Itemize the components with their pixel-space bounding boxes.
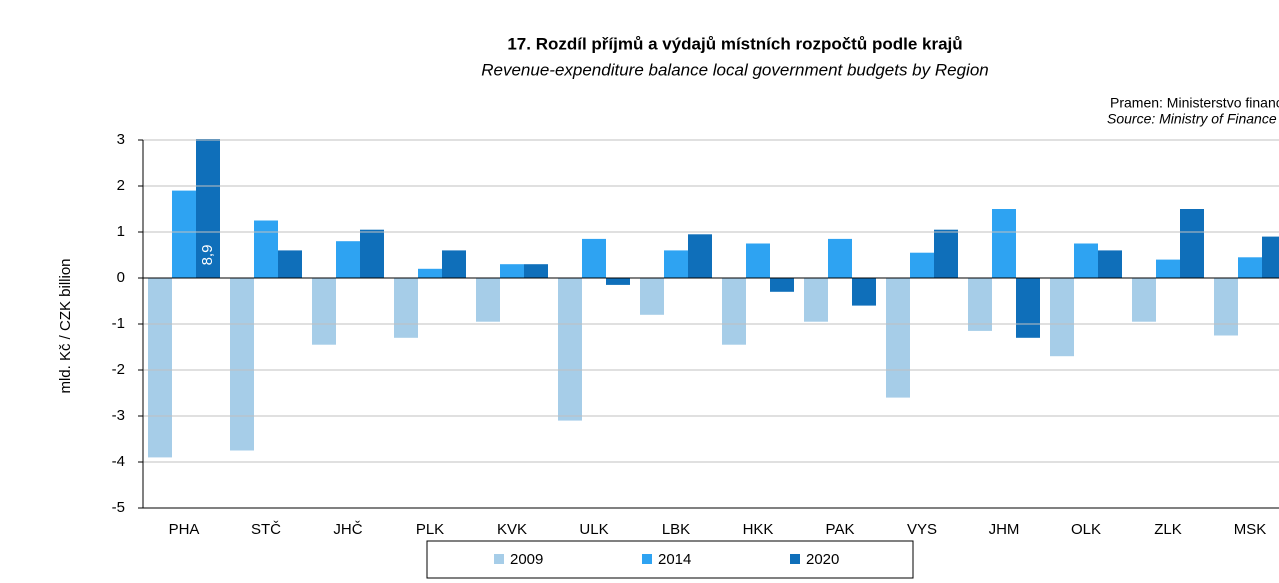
- x-tick-label: VYS: [907, 521, 937, 538]
- bar: [196, 139, 220, 278]
- x-tick-label: OLK: [1071, 521, 1101, 538]
- bar: [664, 250, 688, 278]
- bar: [722, 278, 746, 345]
- bar: [360, 229, 384, 278]
- bar: [312, 278, 336, 345]
- bar: [230, 278, 254, 451]
- legend-box: [426, 540, 914, 579]
- bar: [442, 250, 466, 278]
- bar: [1238, 257, 1262, 278]
- x-tick-label: PLK: [416, 521, 444, 538]
- y-tick-label: 1: [117, 223, 125, 240]
- bar: [852, 278, 876, 306]
- x-tick-label: KVK: [497, 521, 527, 538]
- bar: [1050, 278, 1074, 357]
- legend-label: 2009: [510, 551, 543, 568]
- bar: [606, 278, 630, 285]
- bar: [278, 250, 302, 278]
- x-tick-label: MSK: [1234, 521, 1267, 538]
- legend-label: 2014: [658, 551, 691, 568]
- y-tick-label: -4: [112, 453, 125, 470]
- bar: [992, 209, 1016, 278]
- bar: [828, 238, 852, 278]
- legend-swatch: [642, 554, 652, 564]
- y-axis-label: mld. Kč / CZK billion: [57, 258, 74, 393]
- bar: [524, 264, 548, 278]
- x-tick-label: LBK: [662, 521, 690, 538]
- y-tick-label: -2: [112, 361, 125, 378]
- bar: [1098, 250, 1122, 278]
- bar: [500, 264, 524, 278]
- x-tick-label: ZLK: [1154, 521, 1182, 538]
- legend-label: 2020: [806, 551, 839, 568]
- bar: [254, 220, 278, 278]
- x-tick-label: JHČ: [333, 521, 362, 538]
- x-tick-label: JHM: [989, 521, 1020, 538]
- bar: [1180, 209, 1204, 278]
- bar: [1262, 236, 1279, 278]
- bar: [746, 243, 770, 278]
- bar: [1074, 243, 1098, 278]
- source-cz: Pramen: Ministerstvo financí: [1110, 95, 1279, 111]
- bar: [172, 190, 196, 278]
- bar: [640, 278, 664, 315]
- bar: [688, 234, 712, 278]
- x-tick-label: PHA: [169, 521, 200, 538]
- bar: [886, 278, 910, 398]
- plot-area: [148, 139, 1279, 458]
- source-en: Source: Ministry of Finance: [1107, 111, 1277, 127]
- bar: [1132, 278, 1156, 322]
- bar: [1214, 278, 1238, 336]
- x-tick-label: PAK: [826, 521, 855, 538]
- chart-subtitle: Revenue-expenditure balance local govern…: [481, 60, 989, 79]
- bar: [476, 278, 500, 322]
- y-tick-label: 2: [117, 177, 125, 194]
- x-tick-label: ULK: [579, 521, 608, 538]
- bar: [770, 278, 794, 292]
- bar: [1156, 259, 1180, 278]
- y-tick-label: -3: [112, 407, 125, 424]
- bar: [336, 241, 360, 278]
- bar: [418, 268, 442, 278]
- bar: [148, 278, 172, 458]
- bar: [1016, 278, 1040, 338]
- data-label: 8,9: [199, 245, 216, 266]
- legend-swatch: [494, 554, 504, 564]
- bar: [394, 278, 418, 338]
- bar: [934, 229, 958, 278]
- chart-title: 17. Rozdíl příjmů a výdajů místních rozp…: [507, 34, 962, 53]
- bar: [582, 238, 606, 278]
- y-tick-label: -1: [112, 315, 125, 332]
- y-tick-label: 3: [117, 131, 125, 148]
- y-tick-label: -5: [112, 499, 125, 516]
- x-tick-label: HKK: [743, 521, 774, 538]
- legend-swatch: [790, 554, 800, 564]
- bar: [804, 278, 828, 322]
- bar: [968, 278, 992, 331]
- x-tick-label: STČ: [251, 521, 281, 538]
- bar: [558, 278, 582, 421]
- bar: [910, 252, 934, 278]
- y-tick-label: 0: [117, 269, 125, 286]
